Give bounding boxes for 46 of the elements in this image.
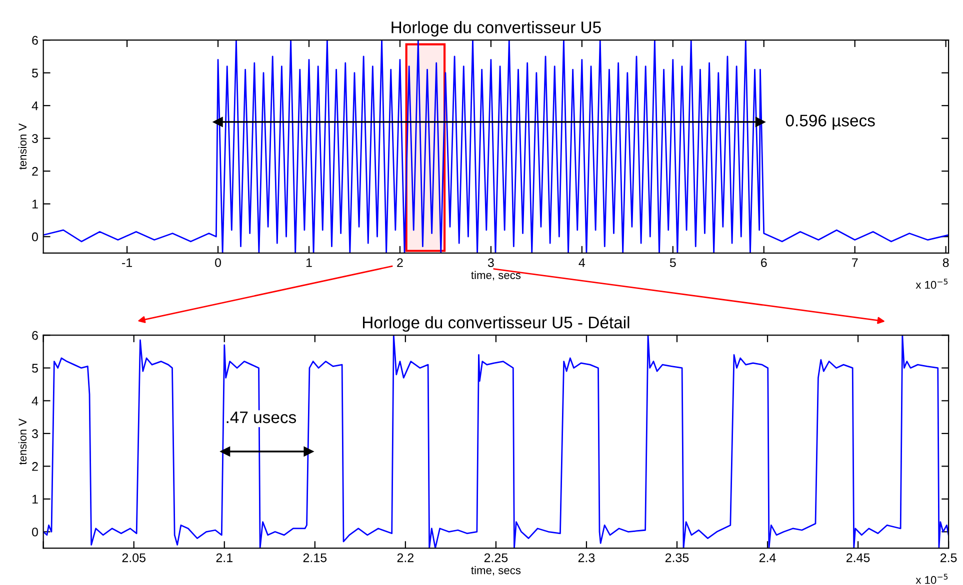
y-tick-label: 2 (32, 462, 38, 471)
x-tick-label: 2.3 (578, 553, 595, 562)
line-series (43, 40, 949, 254)
y-tick-label: 5 (32, 68, 38, 78)
x-tick-label: 2.15 (303, 553, 327, 562)
x-tick-label: 7 (852, 258, 858, 267)
y-tick-label: 4 (32, 396, 38, 406)
y-tick-label: 2 (32, 166, 38, 176)
y-tick-label: 1 (32, 200, 38, 208)
x-tick-label: 2.45 (846, 553, 870, 562)
y-tick-label: 3 (32, 134, 38, 144)
y-tick-label: 5 (32, 364, 38, 373)
chart-title: Horloge du convertisseur U5 - Détail (363, 316, 630, 332)
y-tick-label: 6 (32, 331, 38, 340)
x-tick-label: 8 (942, 258, 949, 268)
annotation: .47 usecs (226, 412, 296, 424)
x-tick-label: 2.2 (397, 553, 414, 562)
x-tick-label: 2.25 (484, 553, 508, 562)
x-tick-label: 3 (488, 258, 494, 268)
text: x 10$^{−5}$ (916, 574, 948, 584)
x-tick-label: 6 (761, 258, 767, 268)
y-tick-label: 3 (32, 429, 38, 438)
x-tick-label: 2.35 (665, 553, 689, 562)
text: x 10$^{−5}$ (916, 278, 948, 289)
x-tick-label: 1 (306, 258, 312, 267)
y-axis-title: tension V (18, 418, 27, 465)
y-tick-label: 6 (32, 36, 38, 45)
y-tick-label: 0 (32, 232, 38, 242)
x-tick-label: 2.4 (759, 553, 776, 562)
y-tick-label: 1 (32, 494, 38, 504)
y-tick-label: 0 (32, 528, 38, 536)
x-tick-label: 5 (670, 258, 676, 268)
annotation: 0.596 µsecs (786, 114, 875, 130)
x-tick-label: 0 (215, 258, 221, 268)
x-tick-label: 4 (578, 258, 586, 267)
x-axis-title: time, secs (471, 270, 521, 280)
line-series (43, 335, 949, 548)
x-tick-label: 2.05 (122, 553, 146, 562)
x-tick-label: 2.5 (940, 553, 957, 562)
x-tick-label: 2.1 (216, 553, 232, 562)
x-axis-title: time, secs (471, 566, 521, 576)
x-tick-label: -1 (122, 258, 132, 267)
y-tick-label: 4 (32, 102, 38, 110)
y-axis-title: tension V (18, 123, 27, 170)
x-tick-label: 2 (397, 258, 403, 267)
chart-title: Horloge du convertisseur U5 (392, 21, 601, 37)
